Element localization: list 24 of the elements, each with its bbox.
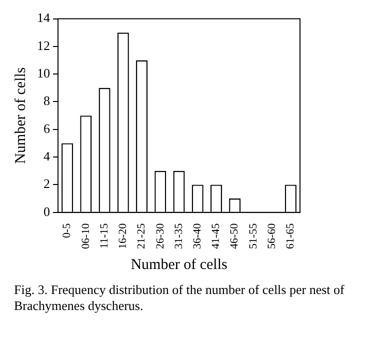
x-tick-label: 51-55 [247,222,260,250]
y-tick-label: 10 [37,66,50,81]
x-tick-label: 06-10 [80,222,92,250]
y-tick-label: 4 [44,148,50,164]
y-tick-label: 2 [44,176,50,192]
y-axis-title: Number of cells [12,67,29,164]
y-tick-label: 12 [37,38,50,53]
y-tick-label: 8 [44,93,50,108]
x-tick-label: 61-65 [284,222,297,250]
x-tick-label: 31-35 [172,222,185,250]
x-tick-label: 46-50 [228,222,241,250]
x-tick-label: 41-45 [210,222,222,250]
x-tick-label: 11-15 [98,222,110,249]
y-tick-label: 14 [37,10,50,26]
caption: Fig. 3. Frequency distribution of the number of cells per nest of Brachymenes dyscherus. [14,282,346,314]
x-tick-label: 36-40 [192,222,204,250]
x-axis-title: Number of cells [130,256,228,273]
x-tick-label: 21-25 [136,222,148,250]
x-tick-label: 26-30 [154,222,166,250]
x-tick-label: 0-5 [61,222,74,238]
x-tick-label: 16-20 [117,222,130,250]
y-tick-label: 6 [44,120,50,136]
y-tick-label: 0 [44,204,50,219]
x-tick-label: 56-60 [266,222,278,250]
